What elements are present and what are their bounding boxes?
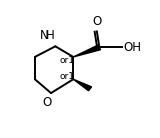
Polygon shape <box>73 45 100 57</box>
Text: or1: or1 <box>59 56 74 65</box>
Text: O: O <box>92 15 101 28</box>
Text: N: N <box>40 29 48 42</box>
Text: H: H <box>45 29 54 42</box>
Polygon shape <box>73 79 92 91</box>
Text: O: O <box>42 96 51 109</box>
Text: OH: OH <box>123 41 141 54</box>
Text: or1: or1 <box>59 72 74 81</box>
